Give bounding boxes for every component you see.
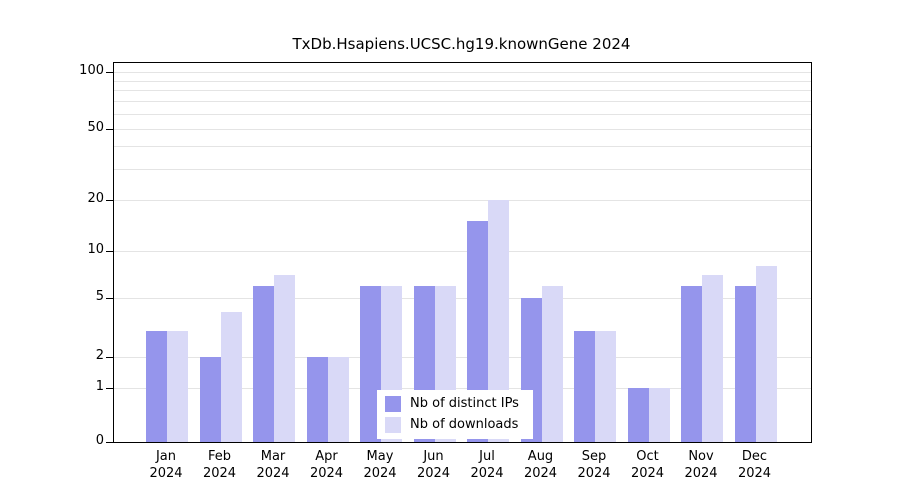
x-tick-label-jun: Jun 2024 bbox=[416, 449, 451, 481]
bar-dec-downloads bbox=[755, 266, 777, 442]
bar-jan-distinct-ips bbox=[146, 330, 167, 442]
bar-apr-distinct-ips bbox=[306, 357, 328, 442]
gridline bbox=[114, 114, 811, 115]
bar-feb-distinct-ips bbox=[199, 357, 221, 442]
bar-feb-downloads bbox=[220, 312, 242, 442]
bar-sep-downloads bbox=[595, 330, 616, 442]
y-tick-mark bbox=[106, 357, 113, 358]
legend-label-distinct-ips: Nb of distinct IPs bbox=[410, 396, 519, 411]
gridline bbox=[114, 146, 811, 148]
y-tick-label: 20 bbox=[87, 191, 104, 206]
y-tick-mark bbox=[106, 251, 113, 252]
x-axis-labels: Jan 2024 Feb 2024 Mar 2024 Apr 2024 May 2024 Jun 20… bbox=[113, 448, 810, 488]
x-tick-label-may: May 2024 bbox=[363, 449, 397, 481]
gridline bbox=[114, 129, 811, 130]
bar-aug-downloads bbox=[541, 285, 563, 442]
bar-jan-downloads bbox=[167, 330, 188, 442]
bar-oct-downloads bbox=[648, 388, 670, 442]
y-tick-label: 10 bbox=[87, 242, 104, 257]
bar-sep-distinct-ips bbox=[574, 330, 595, 442]
bar-jul-downloads bbox=[488, 200, 509, 442]
x-tick-label-jan: Jan 2024 bbox=[149, 449, 183, 481]
y-tick-label: 50 bbox=[87, 120, 104, 135]
gridline bbox=[114, 298, 811, 299]
gridline bbox=[114, 357, 811, 358]
y-tick-label: 1 bbox=[95, 379, 104, 394]
y-tick-mark bbox=[106, 200, 113, 201]
x-tick-label-aug: Aug 2024 bbox=[523, 449, 558, 481]
y-tick-mark bbox=[106, 298, 113, 299]
x-tick-label-apr: Apr 2024 bbox=[309, 449, 344, 481]
x-tick-label-feb: Feb 2024 bbox=[202, 449, 237, 481]
y-tick-mark bbox=[106, 72, 113, 73]
bar-nov-distinct-ips bbox=[681, 285, 702, 442]
gridline bbox=[114, 80, 811, 82]
y-tick-label: 2 bbox=[95, 348, 104, 363]
x-tick-label-nov: Nov 2024 bbox=[684, 449, 718, 481]
gridline bbox=[114, 72, 811, 73]
y-tick-label: 5 bbox=[95, 289, 104, 304]
bar-mar-downloads bbox=[274, 275, 295, 442]
bar-oct-distinct-ips bbox=[627, 388, 649, 442]
legend-item-downloads: Nb of downloads bbox=[385, 417, 519, 433]
x-tick-label-oct: Oct 2024 bbox=[630, 449, 665, 481]
bar-jul-distinct-ips bbox=[467, 221, 488, 442]
y-tick-label: 100 bbox=[79, 63, 104, 78]
chart-title: TxDb.Hsapiens.UCSC.hg19.knownGene 2024 bbox=[292, 35, 631, 53]
gridline bbox=[114, 388, 811, 389]
plot-area: Nb of distinct IPs Nb of downloads bbox=[106, 62, 812, 443]
gridline bbox=[114, 251, 811, 252]
bar-mar-distinct-ips bbox=[253, 285, 274, 442]
gridline bbox=[114, 168, 811, 170]
bar-nov-downloads bbox=[702, 275, 723, 442]
x-tick-label-sep: Sep 2024 bbox=[577, 449, 611, 481]
bar-may-distinct-ips bbox=[360, 285, 381, 442]
legend: Nb of distinct IPs Nb of downloads bbox=[377, 390, 533, 439]
legend-item-distinct-ips: Nb of distinct IPs bbox=[385, 396, 519, 412]
gridline bbox=[114, 200, 811, 201]
gridline bbox=[114, 90, 811, 92]
legend-swatch-downloads bbox=[385, 417, 401, 433]
y-tick-label: 0 bbox=[95, 433, 104, 448]
bar-dec-distinct-ips bbox=[734, 285, 756, 442]
legend-label-downloads: Nb of downloads bbox=[410, 417, 519, 432]
y-tick-mark bbox=[106, 388, 113, 389]
y-tick-mark bbox=[106, 442, 113, 443]
x-tick-label-dec: Dec 2024 bbox=[737, 449, 772, 481]
gridline bbox=[114, 101, 811, 103]
legend-swatch-distinct-ips bbox=[385, 396, 401, 412]
y-axis-labels: 100 50 20 10 5 2 1 0 bbox=[40, 62, 104, 448]
bar-apr-downloads bbox=[327, 357, 349, 442]
x-tick-label-mar: Mar 2024 bbox=[256, 449, 290, 481]
x-tick-label-jul: Jul 2024 bbox=[470, 449, 504, 481]
y-tick-mark bbox=[106, 129, 113, 130]
